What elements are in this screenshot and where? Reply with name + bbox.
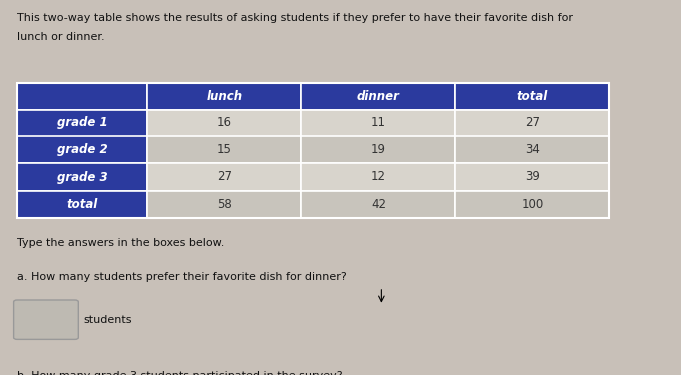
Text: This two-way table shows the results of asking students if they prefer to have t: This two-way table shows the results of … xyxy=(17,13,573,23)
FancyBboxPatch shape xyxy=(456,110,609,136)
Text: 100: 100 xyxy=(522,198,543,210)
FancyBboxPatch shape xyxy=(456,136,609,164)
FancyBboxPatch shape xyxy=(147,164,302,190)
FancyBboxPatch shape xyxy=(302,82,456,110)
Text: 19: 19 xyxy=(371,144,386,156)
Text: total: total xyxy=(517,90,548,102)
Text: total: total xyxy=(67,198,98,210)
FancyBboxPatch shape xyxy=(17,164,147,190)
FancyBboxPatch shape xyxy=(17,110,147,136)
FancyBboxPatch shape xyxy=(456,82,609,110)
Text: a. How many students prefer their favorite dish for dinner?: a. How many students prefer their favori… xyxy=(17,272,347,282)
FancyBboxPatch shape xyxy=(456,164,609,190)
FancyBboxPatch shape xyxy=(302,164,456,190)
Text: 15: 15 xyxy=(217,144,232,156)
Text: 11: 11 xyxy=(371,117,386,129)
FancyBboxPatch shape xyxy=(302,190,456,217)
FancyBboxPatch shape xyxy=(147,136,302,164)
FancyBboxPatch shape xyxy=(17,82,147,110)
FancyBboxPatch shape xyxy=(17,136,147,164)
FancyBboxPatch shape xyxy=(302,110,456,136)
FancyBboxPatch shape xyxy=(147,82,302,110)
FancyBboxPatch shape xyxy=(17,190,147,217)
Text: Type the answers in the boxes below.: Type the answers in the boxes below. xyxy=(17,238,225,248)
FancyBboxPatch shape xyxy=(147,110,302,136)
Text: lunch: lunch xyxy=(206,90,242,102)
Text: grade 3: grade 3 xyxy=(57,171,108,183)
Text: 42: 42 xyxy=(371,198,386,210)
Text: 16: 16 xyxy=(217,117,232,129)
FancyBboxPatch shape xyxy=(14,300,78,339)
Text: students: students xyxy=(83,315,131,325)
Text: 58: 58 xyxy=(217,198,232,210)
Text: grade 1: grade 1 xyxy=(57,117,108,129)
Text: 12: 12 xyxy=(371,171,386,183)
FancyBboxPatch shape xyxy=(147,190,302,217)
Text: 34: 34 xyxy=(525,144,540,156)
Text: 39: 39 xyxy=(525,171,540,183)
Text: grade 2: grade 2 xyxy=(57,144,108,156)
FancyBboxPatch shape xyxy=(302,136,456,164)
Text: lunch or dinner.: lunch or dinner. xyxy=(17,32,105,42)
Text: 27: 27 xyxy=(525,117,540,129)
Text: 27: 27 xyxy=(217,171,232,183)
Text: dinner: dinner xyxy=(357,90,400,102)
FancyBboxPatch shape xyxy=(456,190,609,217)
Text: b. How many grade 3 students participated in the survey?: b. How many grade 3 students participate… xyxy=(17,371,343,375)
